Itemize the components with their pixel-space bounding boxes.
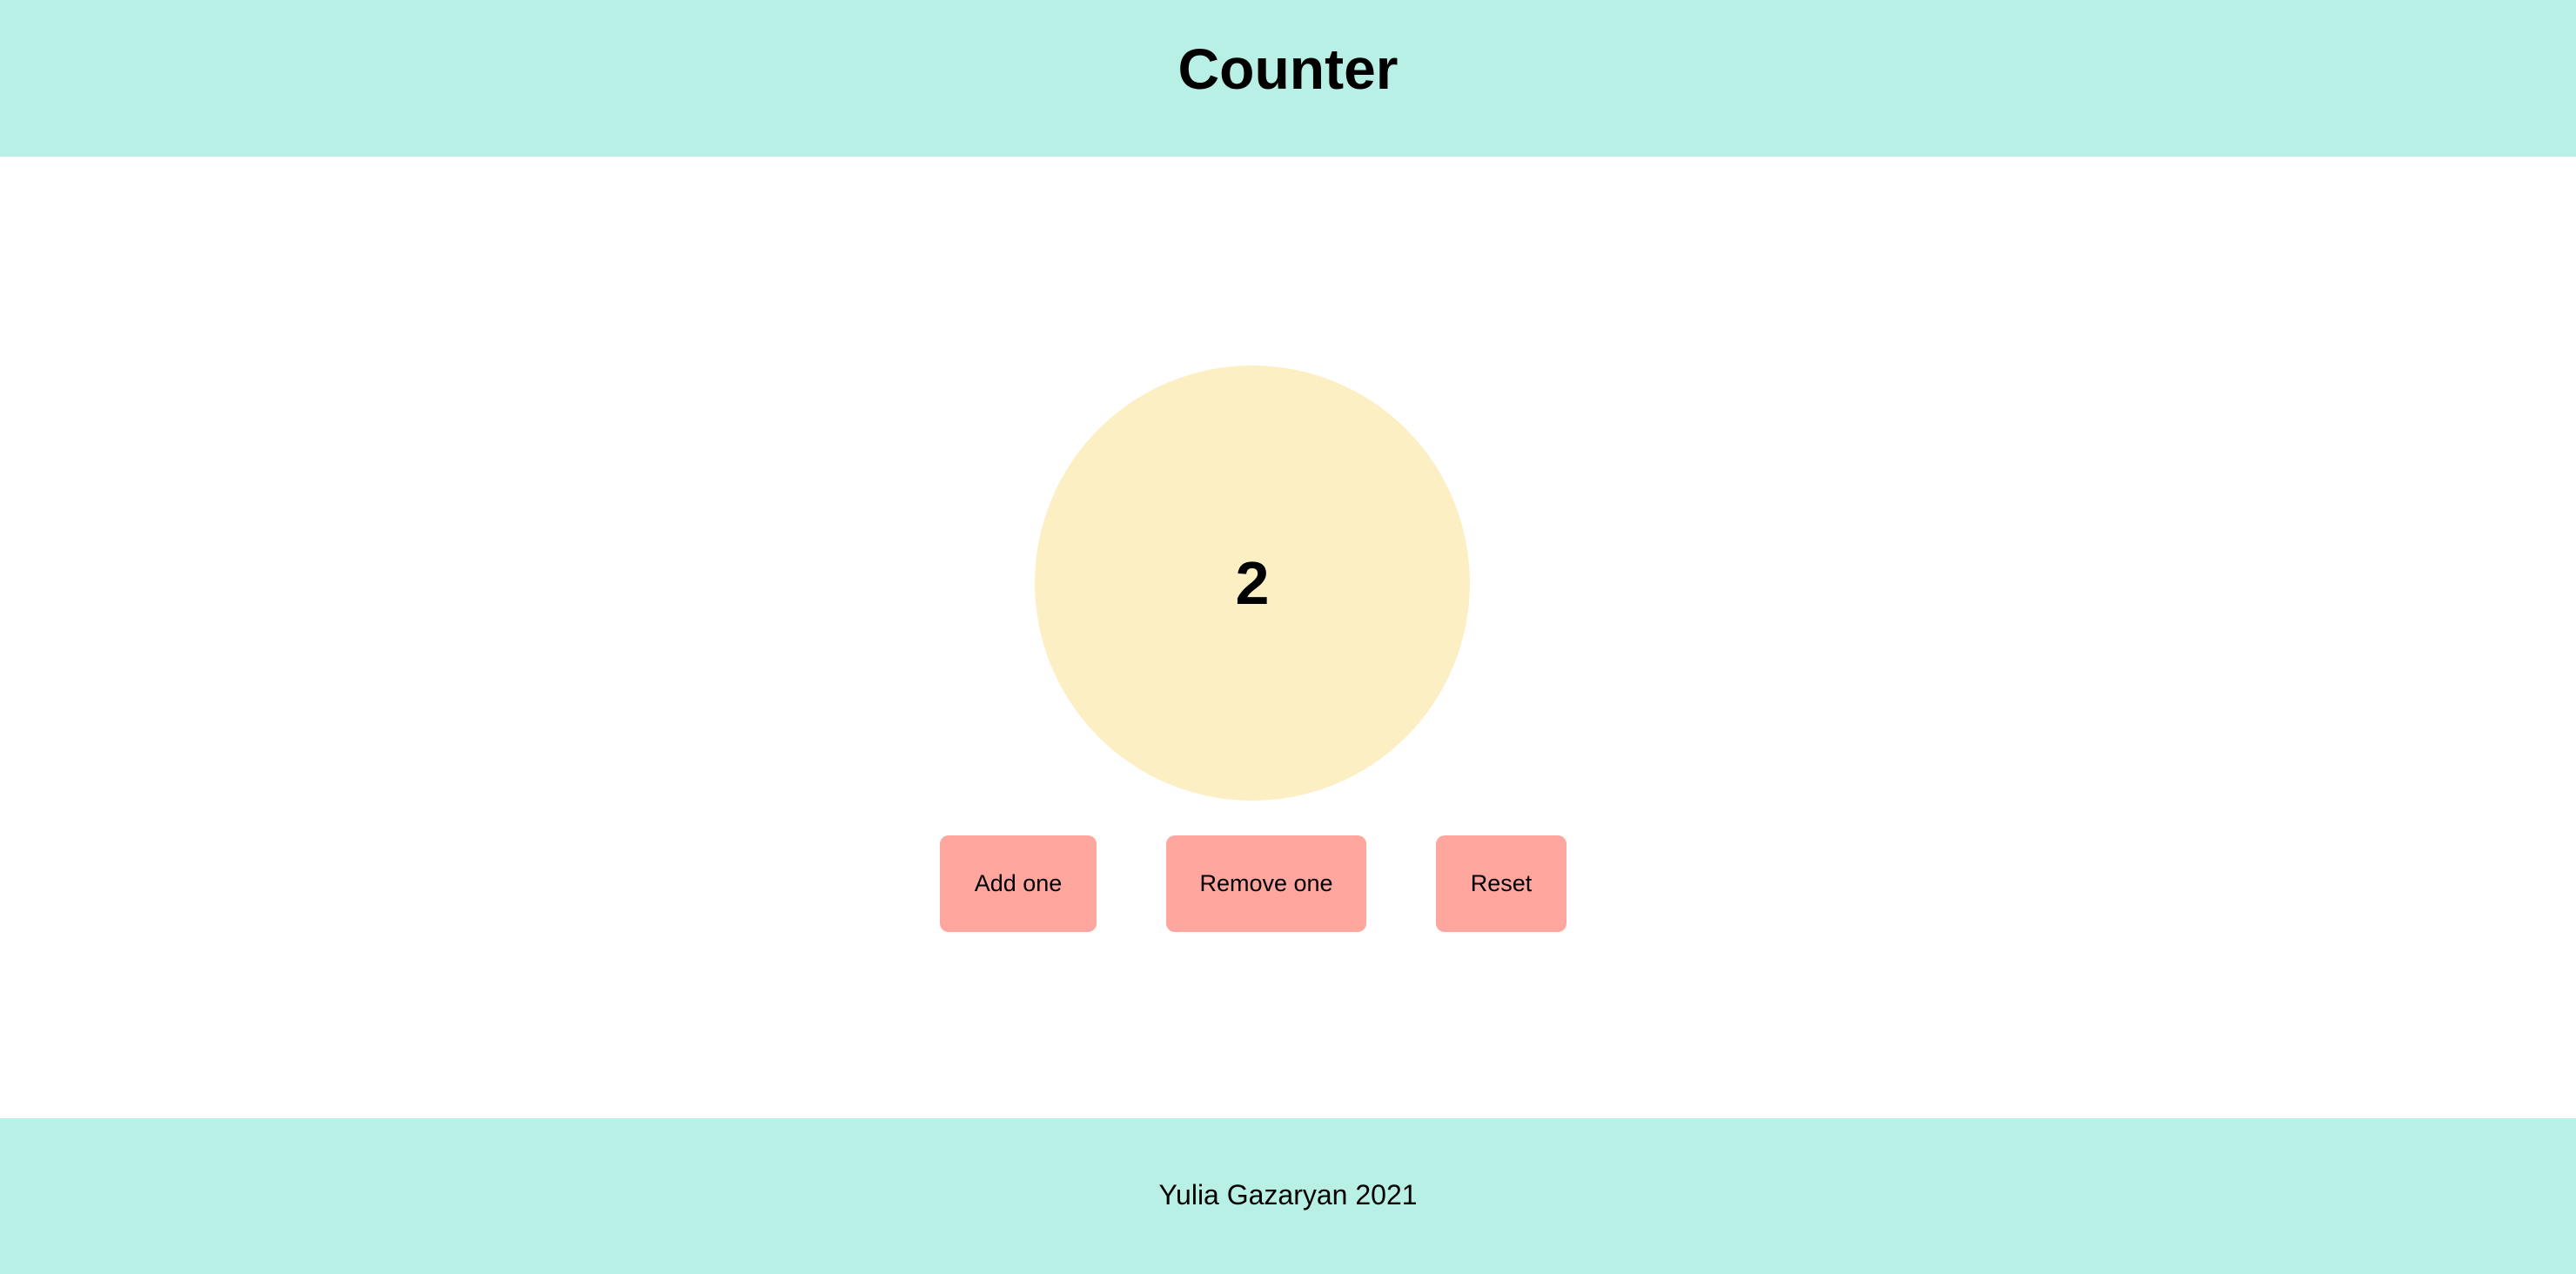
remove-one-button[interactable]: Remove one [1166, 835, 1366, 932]
counter-display: 2 [1035, 365, 1470, 801]
page-header: Counter [0, 0, 2576, 157]
page-footer: Yulia Gazaryan 2021 [0, 1118, 2576, 1274]
add-one-button[interactable]: Add one [940, 835, 1097, 932]
footer-credit: Yulia Gazaryan 2021 [1158, 1179, 1418, 1210]
page-title: Counter [1177, 37, 1399, 101]
reset-button[interactable]: Reset [1436, 835, 1566, 932]
counter-value: 2 [1235, 549, 1270, 617]
